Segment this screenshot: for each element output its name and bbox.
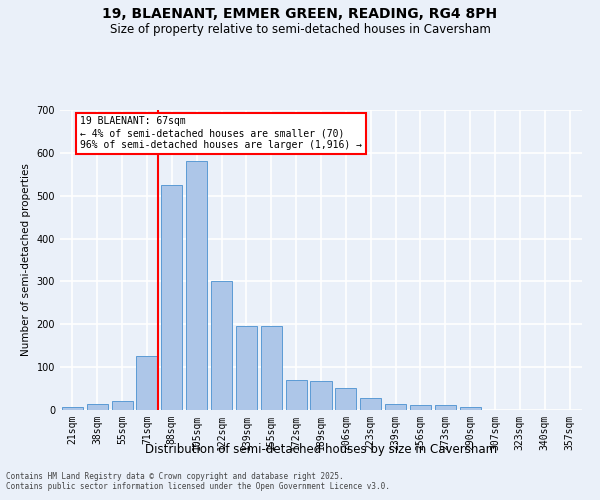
Y-axis label: Number of semi-detached properties: Number of semi-detached properties — [21, 164, 31, 356]
Bar — [335, 388, 356, 410]
Bar — [460, 406, 481, 410]
Bar — [186, 162, 207, 410]
Bar — [310, 381, 332, 410]
Bar — [87, 404, 108, 410]
Text: 19 BLAENANT: 67sqm
← 4% of semi-detached houses are smaller (70)
96% of semi-det: 19 BLAENANT: 67sqm ← 4% of semi-detached… — [80, 116, 362, 150]
Bar — [360, 398, 381, 410]
Text: Contains public sector information licensed under the Open Government Licence v3: Contains public sector information licen… — [6, 482, 390, 491]
Text: Size of property relative to semi-detached houses in Caversham: Size of property relative to semi-detach… — [110, 22, 490, 36]
Text: Contains HM Land Registry data © Crown copyright and database right 2025.: Contains HM Land Registry data © Crown c… — [6, 472, 344, 481]
Bar — [385, 404, 406, 410]
Bar — [112, 402, 133, 410]
Bar — [236, 326, 257, 410]
Bar — [136, 356, 158, 410]
Bar — [211, 282, 232, 410]
Bar — [410, 406, 431, 410]
Bar — [161, 185, 182, 410]
Bar — [62, 406, 83, 410]
Text: 19, BLAENANT, EMMER GREEN, READING, RG4 8PH: 19, BLAENANT, EMMER GREEN, READING, RG4 … — [103, 8, 497, 22]
Bar — [286, 380, 307, 410]
Text: Distribution of semi-detached houses by size in Caversham: Distribution of semi-detached houses by … — [145, 442, 497, 456]
Bar — [261, 326, 282, 410]
Bar — [435, 406, 456, 410]
